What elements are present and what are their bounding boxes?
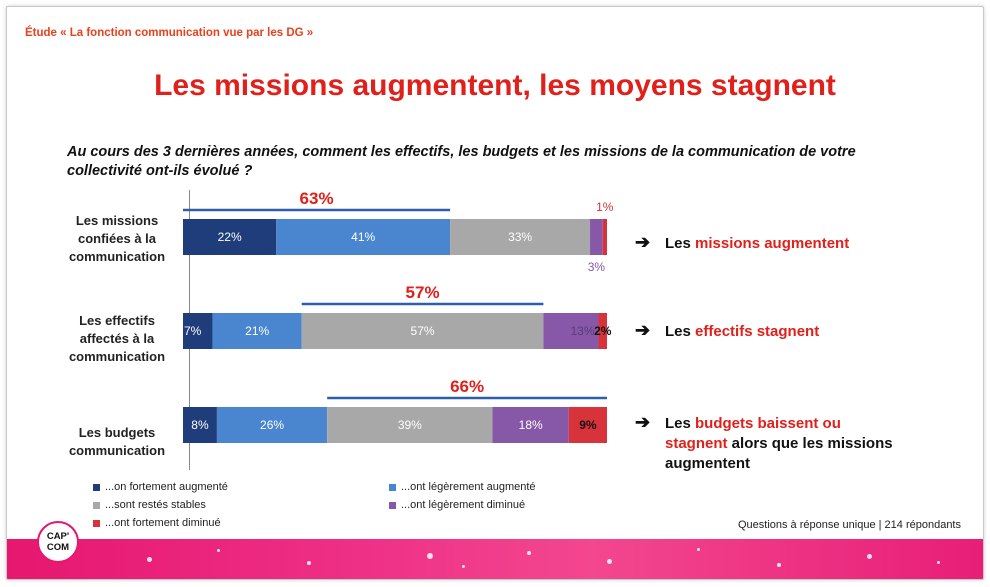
bracket-label: 57% [406, 283, 440, 302]
decor-dot [147, 557, 152, 562]
study-header: Étude « La fonction communication vue pa… [25, 27, 314, 39]
category-label-line: communication [68, 349, 166, 364]
decor-dot [937, 561, 940, 564]
logo-text: CAP' [46, 531, 70, 542]
decor-dot [307, 561, 311, 565]
category-label-line: Les budgets [78, 425, 156, 440]
category-label-line: communication [68, 443, 166, 458]
legend-swatch [389, 483, 396, 491]
category-label-effectifs: Les effectifs affectés à la communicatio… [57, 312, 177, 366]
data-label: 22% [218, 230, 242, 244]
capcom-logo: CAP' COM [37, 521, 79, 563]
decor-dot [462, 565, 465, 568]
bar-segment [216, 407, 328, 443]
legend-label: ...on fortement augmenté [105, 481, 228, 493]
legend-swatch [93, 519, 100, 527]
data-label: 21% [245, 324, 269, 338]
bar-segment [568, 407, 607, 443]
stacked-bar-chart: 22% 41% 33% 3% 1% 63% 7% 21% 57% 13% 2% 57% 8% 26% 39%… [183, 189, 614, 443]
data-label: 9% [579, 418, 597, 432]
decor-dot [527, 551, 531, 555]
legend-label: ...ont légèrement diminué [401, 499, 526, 511]
bar-segment [492, 407, 569, 443]
decor-dot [777, 563, 781, 567]
decor-dot [867, 554, 872, 559]
bar-segment [450, 219, 591, 255]
decor-dot [217, 549, 220, 552]
legend-label: ...sont restés stables [105, 499, 206, 511]
bar-segment [212, 313, 302, 349]
bar-segment [598, 313, 607, 349]
bar-segment [590, 219, 603, 255]
legend-item: ...sont restés stables [93, 499, 206, 511]
data-label: 26% [260, 418, 284, 432]
survey-question: Au cours des 3 dernières années, comment… [67, 144, 856, 179]
page-title: Les missions augmentent, les moyens stag… [154, 69, 836, 102]
bar-segment [276, 219, 451, 255]
decor-dot [607, 559, 612, 564]
source-note: Questions à réponse unique | 214 réponda… [737, 519, 961, 531]
conclusion-effectifs: Les effectifs stagnent [665, 322, 819, 342]
category-label-budgets: Les budgets communication [57, 424, 177, 460]
legend-item: ...ont légèrement diminué [389, 499, 525, 511]
footer-band [7, 539, 983, 579]
conclusion-text: Les [665, 235, 696, 252]
data-label: 2% [594, 324, 612, 338]
legend-swatch [389, 501, 396, 509]
category-label-line: Les missions [75, 213, 159, 228]
legend-label: ...ont légèrement augmenté [401, 481, 536, 493]
slide-frame: Étude « La fonction communication vue pa… [6, 6, 984, 580]
legend-item: ...ont légèrement augmenté [389, 481, 536, 493]
conclusion-highlight: missions augmentent [695, 235, 850, 252]
data-label: 41% [351, 230, 375, 244]
data-label: 18% [519, 418, 543, 432]
conclusion-highlight: budgets baissent ou stagnent [665, 415, 841, 452]
data-label: 39% [398, 418, 422, 432]
category-label-line: communication [68, 249, 166, 264]
data-label: 13% [570, 324, 594, 338]
bar-segment [301, 313, 544, 349]
arrow-icon: ➔ [635, 412, 651, 432]
conclusion-text: Les [665, 415, 696, 432]
data-label: 1% [596, 200, 614, 214]
data-label: 3% [588, 260, 606, 274]
bar-segment [327, 407, 493, 443]
conclusion-text: alors que les missions augmentent [665, 435, 893, 472]
conclusion-budgets: Les budgets baissent ou stagnent alors q… [665, 414, 905, 474]
conclusion-highlight: effectifs stagnent [695, 323, 820, 340]
arrow-icon: ➔ [635, 232, 651, 252]
category-label-line: affectés à la [79, 331, 155, 346]
bar-segment [183, 313, 213, 349]
legend-item: ...on fortement augmenté [93, 481, 228, 493]
conclusion-text: Les [665, 323, 696, 340]
arrow-icon: ➔ [635, 320, 651, 340]
bracket-label: 66% [450, 377, 484, 396]
legend-swatch [93, 483, 100, 491]
category-label-line: Les effectifs [79, 313, 155, 328]
bar-segment [543, 313, 599, 349]
data-label: 7% [184, 324, 202, 338]
decor-dot [697, 548, 700, 551]
bar-segment [602, 219, 607, 255]
bar-segment [183, 407, 217, 443]
category-label-missions: Les missions confiées à la communication [57, 212, 177, 266]
conclusion-missions: Les missions augmentent [665, 234, 849, 254]
data-label: 57% [411, 324, 435, 338]
legend-item: ...ont fortement diminué [93, 517, 221, 529]
data-label: 8% [191, 418, 209, 432]
bar-segment [183, 219, 277, 255]
bracket-label: 63% [300, 189, 334, 208]
category-label-line: confiées à la [77, 231, 157, 246]
logo-text: COM [46, 542, 70, 553]
legend-label: ...ont fortement diminué [105, 517, 221, 529]
data-label: 33% [508, 230, 532, 244]
decor-dot [427, 553, 433, 559]
legend-swatch [93, 501, 100, 509]
